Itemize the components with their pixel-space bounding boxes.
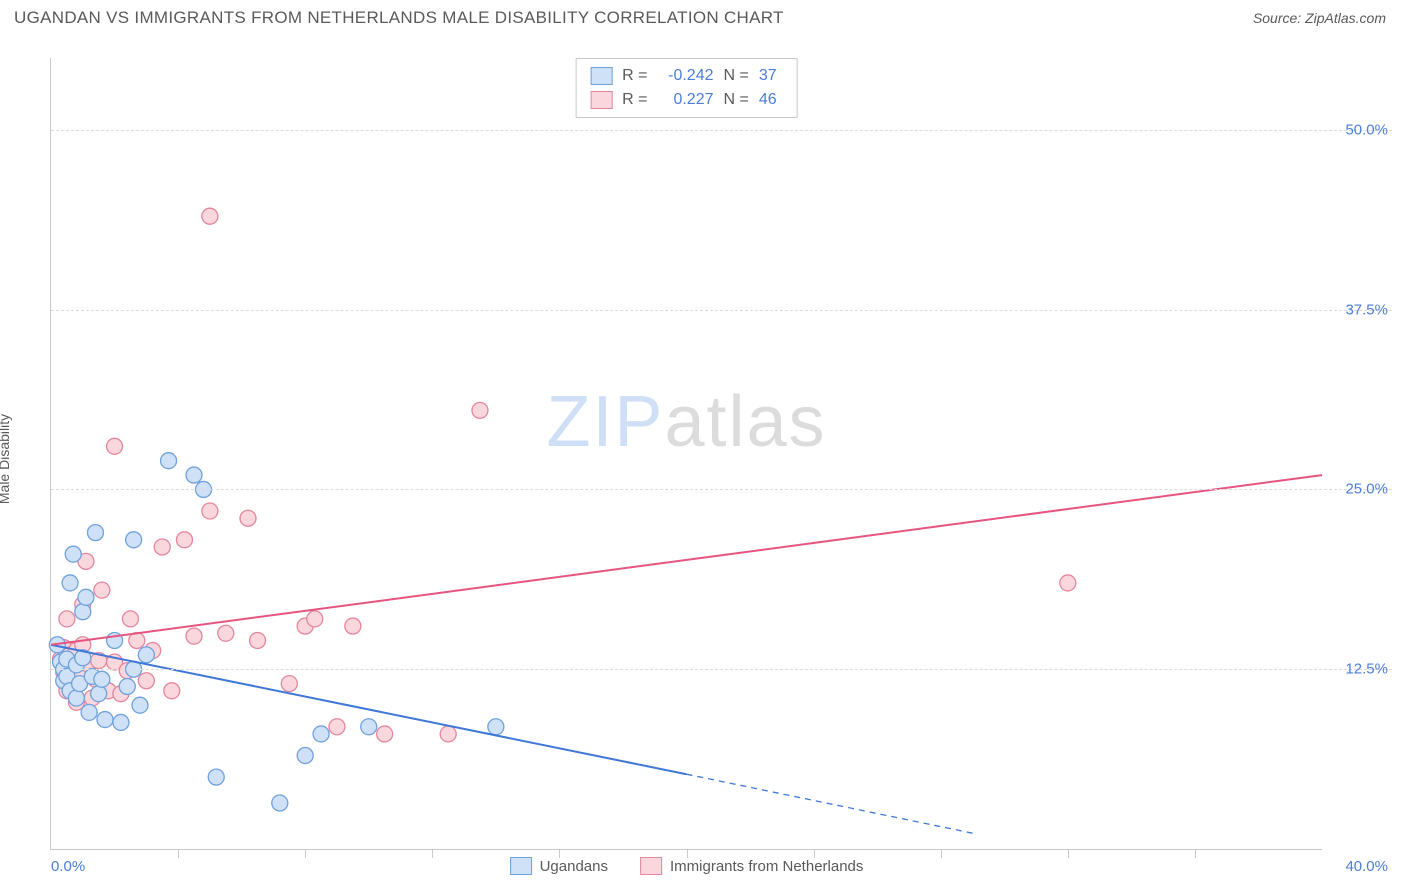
y-tick-label: 50.0%: [1332, 121, 1388, 138]
n-label: N =: [724, 88, 749, 112]
source-label: Source: ZipAtlas.com: [1253, 10, 1386, 26]
chart-title: UGANDAN VS IMMIGRANTS FROM NETHERLANDS M…: [14, 8, 784, 28]
data-point: [138, 673, 154, 689]
data-point: [186, 628, 202, 644]
trend-line-ugandans-dashed: [687, 774, 973, 833]
data-point: [113, 714, 129, 730]
data-point: [81, 704, 97, 720]
n-value-ugandans: 37: [759, 64, 783, 88]
r-value-ugandans: -0.242: [658, 64, 714, 88]
data-point: [119, 678, 135, 694]
data-point: [62, 575, 78, 591]
data-point: [307, 611, 323, 627]
data-point: [250, 632, 266, 648]
r-label: R =: [622, 64, 647, 88]
data-point: [122, 611, 138, 627]
data-point: [59, 611, 75, 627]
data-point: [126, 532, 142, 548]
scatter-svg: [51, 58, 1322, 849]
data-point: [176, 532, 192, 548]
n-label: N =: [724, 64, 749, 88]
hgrid-line: [51, 489, 1392, 490]
swatch-netherlands: [590, 91, 612, 109]
data-point: [1060, 575, 1076, 591]
data-point: [218, 625, 234, 641]
legend-item-ugandans: Ugandans: [510, 857, 608, 875]
data-point: [281, 676, 297, 692]
data-point: [75, 604, 91, 620]
data-point: [472, 402, 488, 418]
data-point: [87, 525, 103, 541]
data-point: [202, 503, 218, 519]
data-point: [94, 671, 110, 687]
data-point: [186, 467, 202, 483]
data-point: [272, 795, 288, 811]
y-tick-label: 37.5%: [1332, 301, 1388, 318]
data-point: [132, 697, 148, 713]
data-point: [240, 510, 256, 526]
y-tick-label: 12.5%: [1332, 661, 1388, 678]
swatch-netherlands: [640, 857, 662, 875]
data-point: [202, 208, 218, 224]
data-point: [94, 582, 110, 598]
swatch-ugandans: [590, 67, 612, 85]
legend-item-netherlands: Immigrants from Netherlands: [640, 857, 863, 875]
trend-line-netherlands: [51, 475, 1322, 645]
data-point: [208, 769, 224, 785]
data-point: [164, 683, 180, 699]
x-tick: [1068, 849, 1069, 858]
y-tick-label: 25.0%: [1332, 481, 1388, 498]
stats-legend-box: R = -0.242 N = 37 R = 0.227 N = 46: [575, 58, 798, 118]
stats-row-netherlands: R = 0.227 N = 46: [590, 88, 783, 112]
x-tick: [305, 849, 306, 858]
y-axis-label: Male Disability: [0, 414, 12, 504]
data-point: [297, 748, 313, 764]
r-label: R =: [622, 88, 647, 112]
data-point: [91, 686, 107, 702]
x-tick: [814, 849, 815, 858]
data-point: [68, 690, 84, 706]
data-point: [329, 719, 345, 735]
data-point: [488, 719, 504, 735]
hgrid-line: [51, 310, 1392, 311]
data-point: [107, 438, 123, 454]
plot-wrapper: Male Disability ZIPatlas R = -0.242 N = …: [14, 38, 1392, 880]
data-point: [78, 589, 94, 605]
swatch-ugandans: [510, 857, 532, 875]
data-point: [345, 618, 361, 634]
hgrid-line: [51, 669, 1392, 670]
legend-label-netherlands: Immigrants from Netherlands: [670, 858, 863, 875]
x-tick: [432, 849, 433, 858]
data-point: [65, 546, 81, 562]
data-point: [154, 539, 170, 555]
x-tick: [941, 849, 942, 858]
legend-label-ugandans: Ugandans: [540, 858, 608, 875]
x-tick: [1195, 849, 1196, 858]
x-tick: [559, 849, 560, 858]
data-point: [161, 453, 177, 469]
data-point: [313, 726, 329, 742]
data-point: [97, 712, 113, 728]
stats-row-ugandans: R = -0.242 N = 37: [590, 64, 783, 88]
x-tick: [178, 849, 179, 858]
x-axis-min-label: 0.0%: [51, 858, 85, 875]
x-tick: [687, 849, 688, 858]
r-value-netherlands: 0.227: [658, 88, 714, 112]
data-point: [377, 726, 393, 742]
bottom-legend: Ugandans Immigrants from Netherlands: [510, 857, 864, 875]
x-axis-max-label: 40.0%: [1332, 858, 1388, 875]
hgrid-line: [51, 130, 1392, 131]
plot-area: ZIPatlas R = -0.242 N = 37 R = 0.227 N =…: [50, 58, 1322, 850]
n-value-netherlands: 46: [759, 88, 783, 112]
data-point: [138, 647, 154, 663]
data-point: [440, 726, 456, 742]
data-point: [361, 719, 377, 735]
